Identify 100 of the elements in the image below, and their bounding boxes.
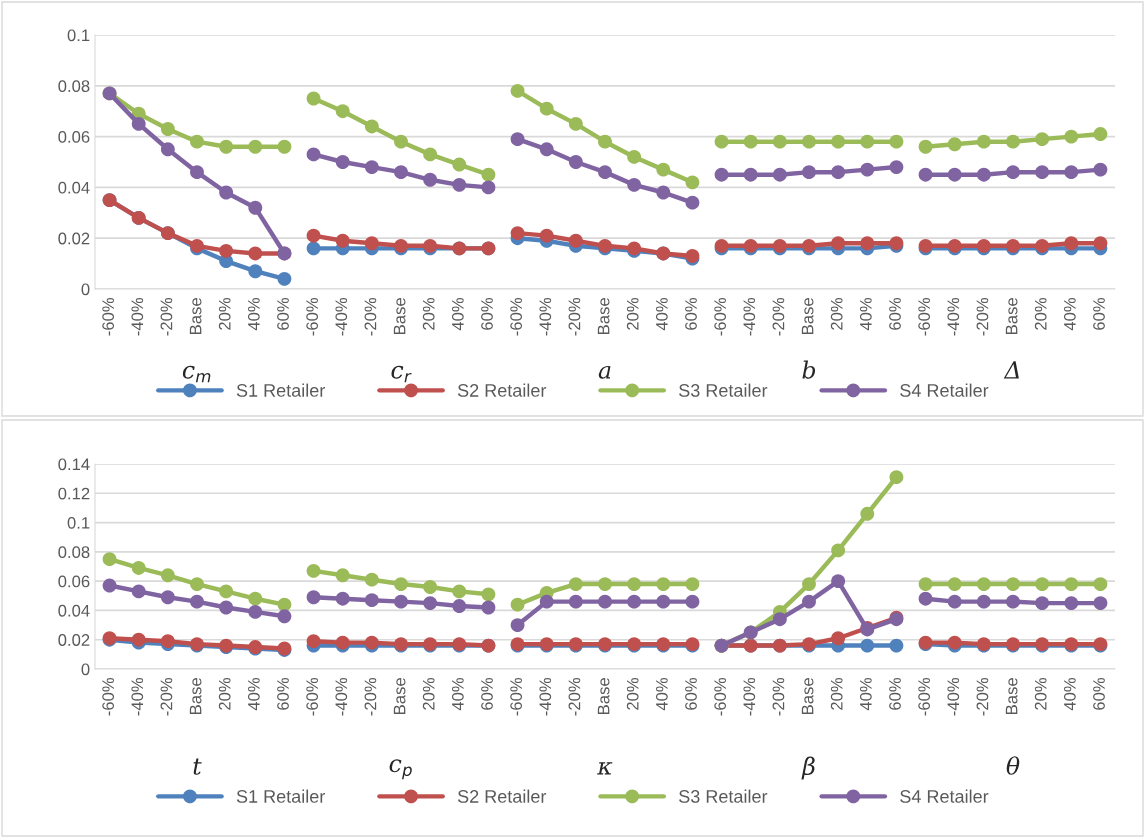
x-tick-label: 40%	[451, 677, 464, 711]
x-tick-label: 40%	[1063, 677, 1076, 711]
x-tick-label: Base	[189, 298, 202, 334]
y-tick-label: 0.02	[58, 634, 90, 646]
x-tick-label: 20%	[626, 677, 639, 710]
text: θ	[1006, 756, 1020, 775]
x-tick-label: 20%	[1034, 297, 1047, 330]
x-tick-label: -60%	[918, 677, 931, 716]
x-tick-label: 60%	[481, 677, 493, 710]
x-tick-label: -60%	[714, 677, 727, 716]
x-tick-label: 60%	[1093, 677, 1105, 710]
legend-label: S4 Retailer	[900, 383, 989, 397]
x-tick-label: 60%	[685, 677, 697, 710]
x-tick-label: 40%	[859, 297, 872, 331]
x-tick-label: 40%	[1063, 297, 1076, 331]
y-tick-label: 0	[81, 663, 90, 676]
text: a	[598, 365, 611, 379]
x-tick-label: Base	[393, 678, 406, 714]
x-tick-label: 60%	[1093, 297, 1105, 330]
y-tick-label: 0.06	[58, 131, 90, 143]
x-tick-label: -40%	[947, 297, 960, 336]
x-tick-label: 60%	[481, 297, 493, 330]
y-tick-label: 0.14	[58, 458, 90, 471]
x-tick-label: 60%	[685, 297, 697, 330]
x-tick-label: 60%	[277, 677, 289, 710]
x-tick-label: 40%	[655, 297, 668, 331]
x-tick-label: Base	[393, 298, 406, 334]
x-tick-label: -20%	[160, 677, 173, 716]
legend-label: S4 Retailer	[900, 789, 989, 803]
y-tick-label: 0.12	[58, 487, 90, 500]
legend-label: S2 Retailer	[457, 789, 547, 803]
x-tick-label: Base	[801, 678, 814, 714]
x-tick-label: -60%	[102, 297, 115, 336]
y-tick-label: 0.04	[58, 181, 90, 194]
x-tick-label: -60%	[102, 677, 115, 716]
legend-label: S3 Retailer	[679, 789, 768, 803]
text: c$_{m}$	[182, 365, 211, 383]
x-tick-label: Base	[189, 678, 202, 714]
x-tick-label: -60%	[510, 297, 523, 336]
x-tick-label: -20%	[364, 677, 377, 716]
x-tick-label: 40%	[247, 677, 260, 711]
y-tick-label: 0.06	[58, 575, 90, 588]
x-tick-label: 60%	[277, 297, 289, 330]
y-tick-label: 0.1	[67, 516, 90, 529]
legend-label: S3 Retailer	[679, 383, 768, 397]
x-tick-label: -20%	[772, 677, 785, 716]
x-tick-label: 20%	[830, 297, 843, 330]
legend-label: S2 Retailer	[457, 383, 547, 397]
x-tick-label: 60%	[889, 297, 901, 330]
text: b	[802, 360, 816, 379]
y-tick-label: 0.02	[58, 232, 90, 245]
x-tick-label: -20%	[568, 677, 581, 716]
y-tick-label: 0	[81, 283, 90, 296]
x-tick-label: 20%	[422, 297, 435, 330]
x-tick-label: -40%	[131, 297, 144, 336]
text: c$_{p}$	[389, 759, 412, 780]
x-tick-label: Base	[801, 298, 814, 334]
x-tick-label: 40%	[451, 297, 464, 331]
x-tick-label: -40%	[335, 677, 348, 716]
x-tick-label: -60%	[306, 297, 319, 336]
text: t	[193, 758, 202, 775]
text: κ	[597, 762, 613, 775]
x-tick-label: 20%	[1034, 677, 1047, 710]
x-tick-label: -20%	[976, 677, 989, 716]
x-tick-label: -20%	[976, 297, 989, 336]
x-tick-label: 20%	[218, 297, 231, 330]
x-tick-label: -20%	[772, 297, 785, 336]
x-tick-label: 40%	[655, 677, 668, 711]
legend-label: S1 Retailer	[236, 383, 325, 397]
x-tick-label: -20%	[568, 297, 581, 336]
x-tick-label: 20%	[218, 677, 231, 710]
legend-label: S1 Retailer	[236, 789, 325, 803]
x-tick-label: -40%	[743, 677, 756, 716]
x-tick-label: -40%	[539, 677, 552, 716]
x-tick-label: -60%	[918, 297, 931, 336]
text: Δ	[1003, 361, 1019, 379]
x-tick-label: -20%	[160, 297, 173, 336]
x-tick-label: -40%	[335, 297, 348, 336]
x-tick-label: Base	[597, 298, 610, 334]
x-tick-label: Base	[1005, 678, 1018, 714]
x-tick-label: -60%	[510, 677, 523, 716]
x-tick-label: Base	[1005, 298, 1018, 334]
x-tick-label: 20%	[626, 297, 639, 330]
y-tick-label: 0.08	[58, 546, 90, 559]
text: β	[801, 756, 815, 780]
x-tick-label: 40%	[247, 297, 260, 331]
y-tick-label: 0.1	[67, 29, 90, 42]
x-tick-label: -60%	[714, 297, 727, 336]
x-tick-label: 40%	[859, 677, 872, 711]
y-tick-label: 0.08	[58, 80, 90, 92]
x-tick-label: -60%	[306, 677, 319, 716]
text: c$_{r}$	[391, 365, 412, 383]
x-tick-label: -40%	[947, 677, 960, 716]
x-tick-label: 20%	[422, 677, 435, 710]
y-tick-label: 0.04	[58, 604, 90, 617]
x-tick-label: 20%	[830, 677, 843, 710]
x-tick-label: -20%	[364, 297, 377, 336]
x-tick-label: -40%	[539, 297, 552, 336]
x-tick-label: 60%	[889, 677, 901, 710]
x-tick-label: -40%	[743, 297, 756, 336]
